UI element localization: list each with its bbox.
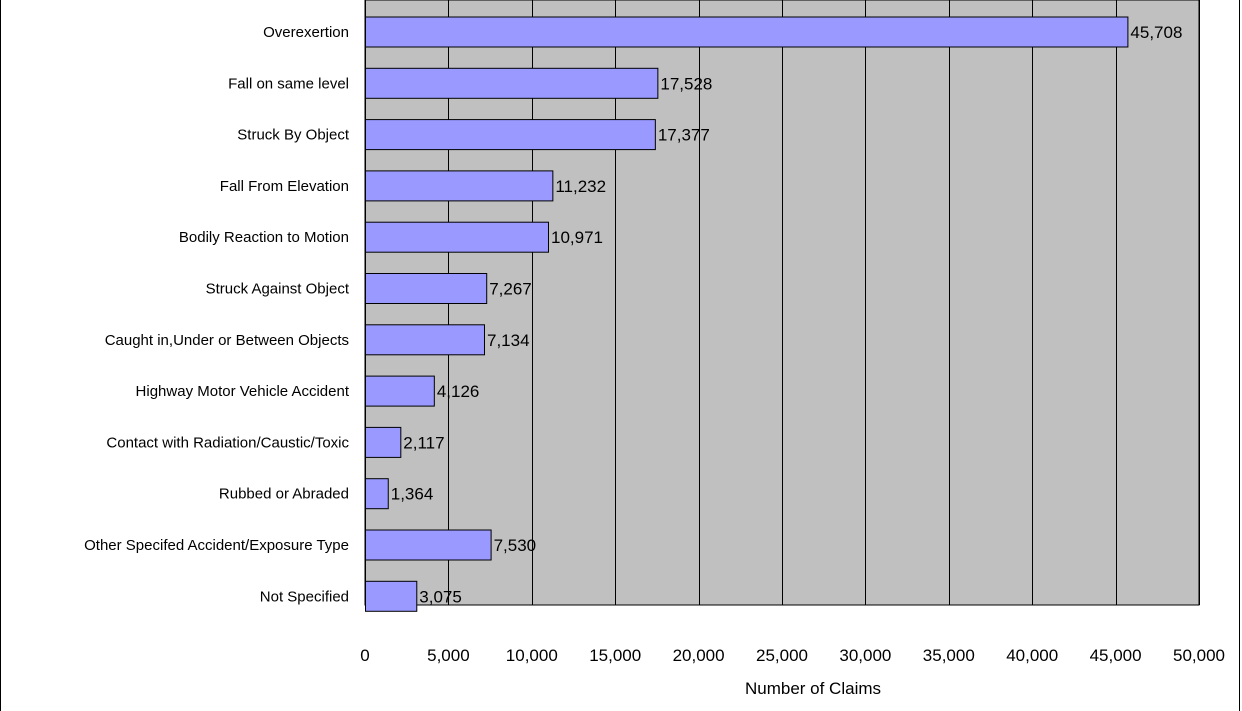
- bar: [365, 478, 389, 510]
- category-label: Contact with Radiation/Caustic/Toxic: [106, 434, 349, 451]
- bar: [365, 324, 485, 356]
- x-tick-label: 25,000: [756, 646, 808, 665]
- category-label: Fall From Elevation: [220, 178, 349, 195]
- x-tick-label: 15,000: [589, 646, 641, 665]
- category-label: Bodily Reaction to Motion: [179, 229, 349, 246]
- category-label: Struck By Object: [237, 127, 350, 144]
- data-label: 4,126: [437, 382, 480, 401]
- category-label: Caught in,Under or Between Objects: [105, 332, 349, 349]
- data-label: 7,530: [494, 536, 537, 555]
- data-label: 1,364: [391, 485, 434, 504]
- x-axis-title: Number of Claims: [745, 679, 881, 698]
- x-tick-label: 35,000: [923, 646, 975, 665]
- category-label: Other Specifed Accident/Exposure Type: [84, 537, 349, 554]
- x-tick-label: 40,000: [1006, 646, 1058, 665]
- bar: [365, 529, 492, 561]
- x-tick-label: 5,000: [427, 646, 470, 665]
- x-tick-label: 30,000: [839, 646, 891, 665]
- bar: [365, 375, 435, 407]
- data-label: 7,134: [487, 331, 530, 350]
- bar: [365, 273, 488, 304]
- bars: [365, 16, 1129, 612]
- category-label: Not Specified: [260, 588, 349, 605]
- category-label: Highway Motor Vehicle Accident: [136, 383, 350, 400]
- data-label: 3,075: [419, 587, 462, 606]
- bar: [365, 580, 418, 612]
- data-label: 11,232: [555, 177, 606, 196]
- data-label: 7,267: [489, 280, 532, 299]
- data-label: 45,708: [1130, 23, 1182, 42]
- x-tick-label: 20,000: [673, 646, 725, 665]
- category-label: Struck Against Object: [206, 281, 350, 298]
- data-label: 2,117: [403, 433, 444, 452]
- x-tick-label: 45,000: [1090, 646, 1142, 665]
- bar: [365, 221, 549, 253]
- data-labels: 45,708 17,528 17,377 11,232 10,971 7,267 7,134…: [391, 23, 1183, 606]
- category-label: Overexertion: [263, 24, 349, 41]
- x-axis-tick-labels: 0 5,000 10,000 15,000 20,000 25,000 30,000 35,0…: [360, 646, 1225, 665]
- x-tick-label: 10,000: [506, 646, 558, 665]
- data-label: 10,971: [551, 228, 603, 247]
- category-label: Fall on same level: [228, 75, 349, 92]
- category-labels: Overexertion Fall on same level Struck By …: [84, 24, 350, 605]
- bar: [365, 426, 402, 458]
- bar: [365, 16, 1129, 48]
- data-label: 17,528: [660, 74, 712, 93]
- bar: [365, 67, 659, 99]
- x-tick-label: 0: [360, 646, 369, 665]
- bar: [365, 119, 656, 151]
- category-label: Rubbed or Abraded: [219, 486, 349, 503]
- data-label: 17,377: [658, 126, 710, 145]
- x-tick-label: 50,000: [1173, 646, 1225, 665]
- bar: [365, 170, 554, 202]
